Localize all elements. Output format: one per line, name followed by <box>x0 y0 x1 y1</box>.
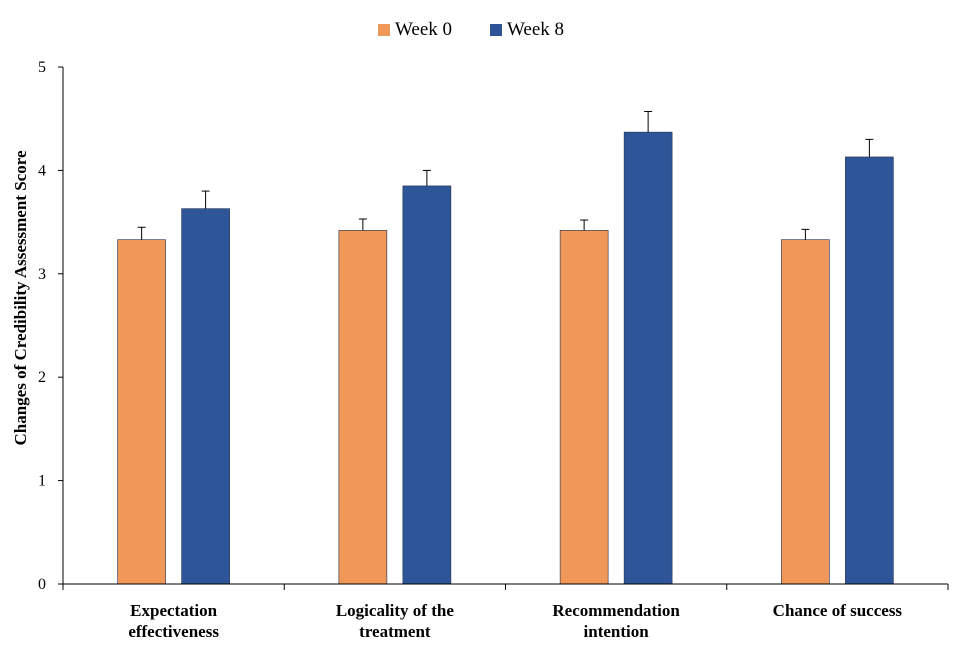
bar-week-0 <box>559 230 609 585</box>
bar-week-8 <box>845 156 894 585</box>
y-axis-title: Changes of Credibility Assessment Score <box>11 150 30 445</box>
x-axis: Expectation effectiveness Logicality of th… <box>62 583 949 641</box>
legend-label: Week 8 <box>507 19 564 40</box>
x-category-label-line: effectiveness <box>128 622 219 641</box>
bar-week-8 <box>181 208 230 585</box>
x-category-label-line: Logicality of the <box>336 601 454 620</box>
legend-label: Week 0 <box>395 19 452 40</box>
y-tick-label: 5 <box>38 59 46 76</box>
x-category-label-line: treatment <box>359 622 431 641</box>
y-tick-label: 2 <box>38 369 46 386</box>
bar-week-0 <box>338 230 388 585</box>
y-tick-label: 0 <box>38 576 46 593</box>
x-category-label-line: intention <box>584 622 650 641</box>
bar-week-8 <box>402 185 452 585</box>
legend: Week 0 Week 8 <box>378 19 564 40</box>
bar-week-8 <box>623 131 673 585</box>
y-tick-label: 4 <box>38 162 46 179</box>
x-category-label: Recommendation intention <box>552 601 680 641</box>
x-category-label: Chance of success <box>773 601 903 620</box>
x-category-label-line: Recommendation <box>552 601 680 620</box>
bars <box>117 110 894 585</box>
x-category-label-line: Expectation <box>130 601 217 620</box>
x-category-label: Expectation effectiveness <box>128 601 219 641</box>
legend-swatch <box>490 24 502 36</box>
x-category-label: Logicality of the treatment <box>336 601 454 641</box>
y-tick-label: 1 <box>38 473 46 490</box>
y-axis: 0 1 2 3 4 5 <box>38 59 64 593</box>
x-category-label-line: Chance of success <box>773 601 903 620</box>
bar-week-0 <box>117 239 166 585</box>
bar-week-0 <box>781 239 830 585</box>
legend-swatch <box>378 24 390 36</box>
y-tick-label: 3 <box>38 266 46 283</box>
